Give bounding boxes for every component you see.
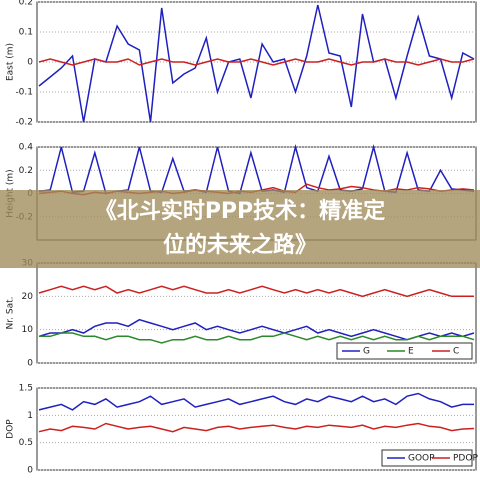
legend-label: G — [363, 347, 370, 357]
y-tick-label: 0.1 — [19, 28, 33, 38]
y-axis-label: East (m) — [6, 43, 16, 81]
overlay-title: 位的未来之路》 — [162, 233, 317, 258]
data-line — [38, 4, 475, 123]
y-tick-label: -0.2 — [15, 118, 33, 128]
y-tick-label: 0.2 — [19, 166, 33, 176]
y-tick-label: 20 — [22, 292, 34, 302]
data-line — [38, 392, 474, 411]
overlay-banner: 《北斗实时PPP技术：精准定 位的未来之路》 — [0, 190, 480, 268]
data-line — [39, 332, 475, 344]
data-line — [38, 285, 474, 298]
data-line — [38, 318, 475, 341]
y-tick-label: 0.5 — [19, 438, 33, 448]
data-line — [38, 58, 475, 66]
y-tick-label: 1 — [27, 411, 33, 421]
legend-label: GOOP — [408, 454, 435, 464]
y-tick-label: 0 — [27, 466, 33, 476]
y-tick-label: 1.5 — [19, 384, 33, 394]
legend-box — [381, 449, 473, 467]
legend-label: PDOP — [453, 454, 478, 464]
y-axis-label: Nr. Sat. — [6, 297, 16, 330]
y-axis-label: DOP — [6, 419, 16, 439]
y-tick-label: 0.2 — [19, 0, 33, 8]
y-tick-label: 0 — [27, 58, 33, 68]
plot-area — [36, 262, 477, 364]
legend-label: E — [408, 347, 414, 357]
y-tick-label: -0.1 — [15, 88, 33, 98]
y-tick-label: 0.4 — [19, 143, 34, 153]
y-tick-label: 10 — [22, 325, 34, 335]
y-tick-label: 0 — [27, 359, 33, 369]
legend-label: C — [453, 347, 459, 357]
overlay-title: 《北斗实时PPP技术：精准定 — [94, 199, 386, 224]
data-line — [38, 422, 475, 433]
